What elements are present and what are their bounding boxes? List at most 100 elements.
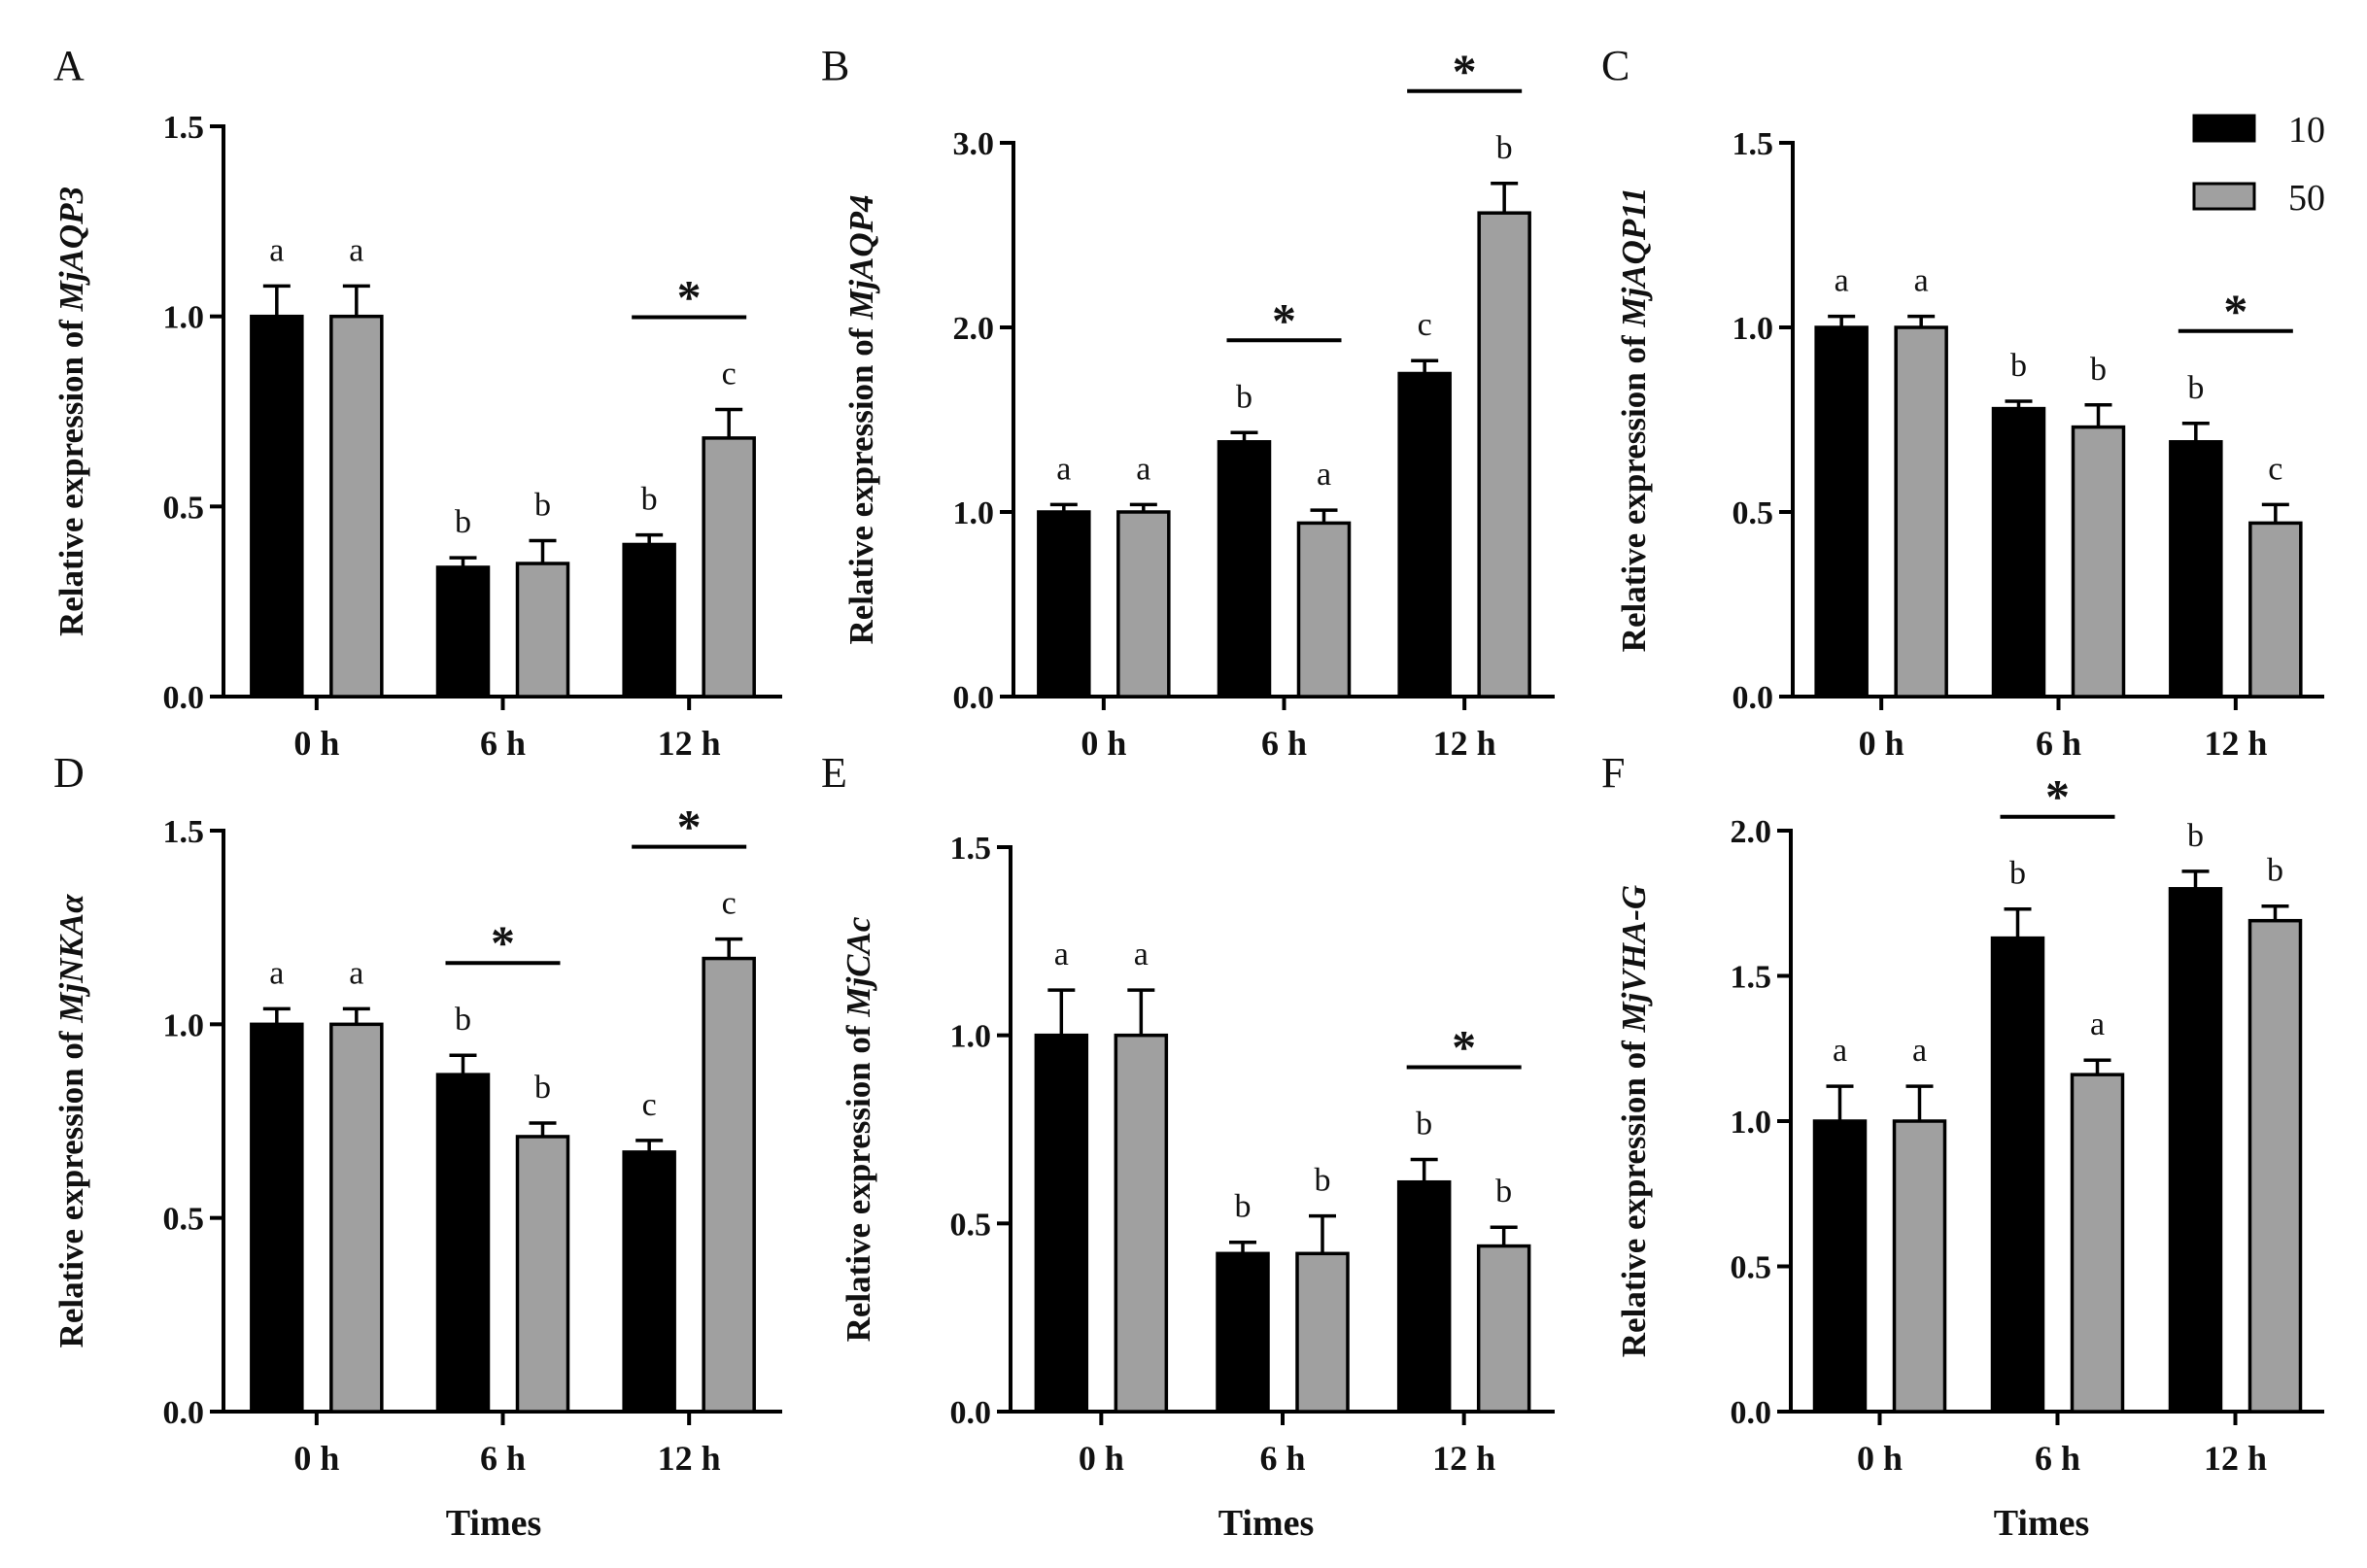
bar-10-0 xyxy=(1037,510,1091,699)
x-tick-label: 6 h xyxy=(480,1439,526,1478)
significance-letter: a xyxy=(269,955,284,991)
y-tick-label: 2.0 xyxy=(1731,814,1772,850)
x-tick-label: 0 h xyxy=(1857,1439,1903,1478)
chart-panel-f: F 0.0 0.5 1.0 1.5 2.0 Relative expression of M… xyxy=(1601,749,2324,1544)
x-tick-label: 12 h xyxy=(2204,1439,2267,1478)
bar-50-1 xyxy=(515,562,570,699)
x-tick-label: 12 h xyxy=(658,724,721,763)
bar-10-1 xyxy=(1217,440,1272,699)
chart-panel-a: A 0.0 0.5 1.0 1.5 Relative expression of MjAQ… xyxy=(52,42,782,763)
significance-letter: b xyxy=(1416,1106,1432,1142)
bar-10-1 xyxy=(435,1073,491,1414)
y-tick-label: 1.0 xyxy=(953,495,995,531)
significance-star: * xyxy=(677,270,702,324)
significance-letter: b xyxy=(1495,1174,1512,1210)
significance-letter: b xyxy=(455,1002,471,1038)
significance-letter: c xyxy=(722,886,737,922)
y-tick-label: 1.5 xyxy=(950,831,992,867)
bar-10-0 xyxy=(250,314,304,699)
bar-50-1 xyxy=(1296,521,1352,699)
panel-letter: B xyxy=(821,42,849,89)
bar-10-2 xyxy=(1397,371,1452,699)
legend-label-10: 10 xyxy=(2288,110,2325,151)
significance-star: * xyxy=(2045,769,2070,824)
significance-letter: a xyxy=(1912,1033,1927,1069)
y-tick-label: 3.0 xyxy=(953,126,995,162)
y-tick-label: 1.0 xyxy=(163,300,205,336)
bar-10-0 xyxy=(1814,325,1869,699)
y-tick-label: 1.0 xyxy=(1731,1105,1772,1141)
significance-letter: c xyxy=(722,357,737,392)
significance-letter: a xyxy=(269,232,284,268)
significance-star: * xyxy=(1272,292,1296,347)
significance-letter: b xyxy=(2187,370,2204,406)
significance-letter: a xyxy=(1056,451,1071,487)
y-tick-label: 0.5 xyxy=(163,490,205,526)
y-axis-title: Relative expression of MjVHA-G xyxy=(1615,885,1653,1357)
x-tick-label: 0 h xyxy=(1859,724,1904,763)
x-tick-label: 0 h xyxy=(293,724,339,763)
bar-10-0 xyxy=(1034,1033,1089,1414)
y-tick-label: 0.0 xyxy=(953,680,995,716)
y-tick-label: 0.5 xyxy=(950,1207,992,1243)
panel-letter: D xyxy=(53,749,85,797)
y-axis-title-prefix: Relative expression of xyxy=(52,1023,90,1348)
x-tick-label: 12 h xyxy=(1433,724,1496,763)
x-tick-label: 6 h xyxy=(1259,1439,1305,1478)
bar-50-2 xyxy=(702,436,756,699)
significance-letter: b xyxy=(534,1070,551,1106)
panel-letter: E xyxy=(821,749,847,797)
y-tick-label: 0.0 xyxy=(163,680,205,716)
significance-letter: a xyxy=(349,232,363,268)
y-tick-label: 1.5 xyxy=(1732,126,1774,162)
x-tick-label: 12 h xyxy=(658,1439,721,1478)
significance-letter: a xyxy=(1134,937,1149,972)
x-axis-title: Times xyxy=(446,1503,542,1544)
significance-letter: b xyxy=(2090,352,2107,388)
y-tick-label: 0.0 xyxy=(950,1395,992,1431)
legend-swatch-50 xyxy=(2192,182,2256,211)
y-tick-label: 0.5 xyxy=(163,1202,205,1238)
significance-letter: a xyxy=(1835,263,1849,299)
bar-50-1 xyxy=(515,1135,570,1414)
significance-letter: b xyxy=(2187,818,2204,854)
chart-panel-b: B 0.0 1.0 2.0 3.0 Relative expression of MjAQ… xyxy=(821,42,1555,763)
y-tick-label: 0.0 xyxy=(163,1395,205,1431)
chart-panel-c: C 0.0 0.5 1.0 1.5 Relative expression of MjAQ… xyxy=(1601,42,2324,763)
bar-50-0 xyxy=(1892,1119,1947,1414)
x-tick-label: 12 h xyxy=(2204,724,2267,763)
panel-letter: F xyxy=(1601,749,1625,797)
bar-10-1 xyxy=(1216,1251,1270,1414)
significance-letter: a xyxy=(1054,937,1069,972)
y-axis-title-prefix: Relative expression of xyxy=(840,1017,877,1343)
x-tick-label: 6 h xyxy=(480,724,526,763)
bar-10-0 xyxy=(1812,1119,1868,1414)
bar-50-0 xyxy=(1116,510,1171,699)
bar-50-2 xyxy=(2248,521,2303,699)
y-tick-label: 1.0 xyxy=(1732,311,1774,347)
bar-50-2 xyxy=(1477,211,1531,699)
x-tick-label: 0 h xyxy=(293,1439,339,1478)
legend-swatch-10 xyxy=(2192,114,2256,143)
bar-50-1 xyxy=(2071,425,2126,699)
bar-50-1 xyxy=(1295,1251,1350,1414)
bar-50-0 xyxy=(1114,1033,1169,1414)
significance-star: * xyxy=(1452,1019,1476,1074)
y-axis-title-prefix: Relative expression of xyxy=(842,320,880,645)
significance-star: * xyxy=(677,800,702,854)
y-axis-title-gene: MjCAc xyxy=(840,916,877,1018)
y-axis-title-prefix: Relative expression of xyxy=(1615,1032,1653,1357)
x-tick-label: 6 h xyxy=(2036,724,2081,763)
y-axis-title-gene: MjAQP3 xyxy=(52,187,90,312)
y-axis-title-gene: MjAQP11 xyxy=(1615,187,1653,328)
x-tick-label: 6 h xyxy=(2035,1439,2080,1478)
significance-letter: a xyxy=(1914,263,1929,299)
bar-10-2 xyxy=(1396,1179,1452,1414)
bar-10-1 xyxy=(435,565,491,699)
y-tick-label: 1.5 xyxy=(163,814,205,850)
bar-10-1 xyxy=(1991,406,2046,699)
x-tick-label: 0 h xyxy=(1081,724,1126,763)
significance-letter: b xyxy=(1236,379,1252,415)
y-tick-label: 0.5 xyxy=(1731,1250,1772,1286)
